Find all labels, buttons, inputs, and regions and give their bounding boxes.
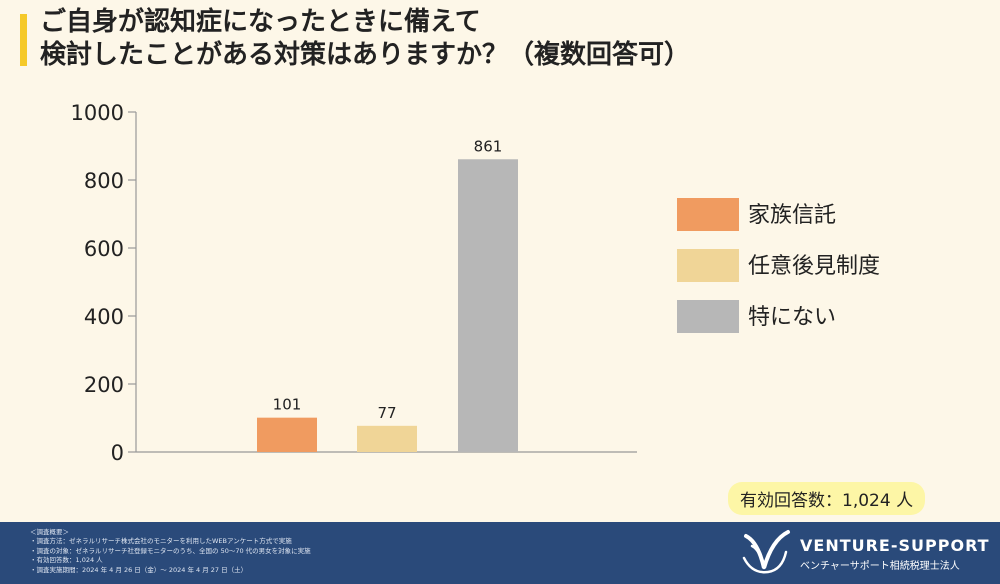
title-accent-bar — [20, 14, 27, 66]
y-tick-label: 200 — [84, 373, 124, 397]
data-label: 77 — [377, 404, 396, 422]
y-axis: 0 200 400 600 800 1000 — [71, 101, 136, 465]
bar — [257, 417, 317, 452]
survey-note-line: ・調査の対象：ゼネラルリサーチ社登録モニターのうち、全国の 50～70 代の男女… — [30, 546, 311, 555]
bar-chart: 0 200 400 600 800 1000 101 77 861 家族信託任意後見制度特にな… — [71, 101, 880, 465]
y-tick-label: 1000 — [71, 101, 124, 125]
survey-note-line: ・調査方法：ゼネラルリサーチ株式会社のモニターを利用したWEBアンケート方式で実… — [30, 537, 292, 546]
vs-logo-icon — [742, 530, 790, 576]
y-tick-label: 400 — [84, 305, 124, 329]
chart-title-line1: ご自身が認知症になったときに備えて — [40, 7, 481, 37]
data-label: 101 — [273, 396, 302, 414]
legend-label: 任意後見制度 — [748, 254, 880, 279]
bars: 101 77 861 — [257, 137, 518, 452]
survey-note-line: ＜調査概要＞ — [30, 528, 69, 536]
survey-note-line: ・調査実施期間：2024 年 4 月 26 日（金）～ 2024 年 4 月 2… — [30, 565, 248, 574]
y-tick-label: 600 — [84, 237, 124, 261]
legend-swatch — [677, 300, 739, 333]
survey-note-line: ・有効回答数：1,024 人 — [30, 556, 103, 565]
chart-title: ご自身が認知症になったときに備えて 検討したことがある対策はありますか？（複数回… — [40, 6, 690, 72]
respondent-count: 有効回答数：1,024 人 — [728, 482, 926, 515]
survey-notes: ＜調査概要＞ ・調査方法：ゼネラルリサーチ株式会社のモニターを利用したWEBアンケ… — [30, 528, 311, 575]
brand-name: VENTURE-SUPPORT — [800, 536, 990, 555]
chart-title-line2: 検討したことがある対策はありますか？（複数回答可） — [40, 40, 691, 70]
brand-subtitle: ベンチャーサポート相続税理士法人 — [800, 561, 960, 572]
legend-label: 特にない — [748, 305, 836, 330]
legend-swatch — [677, 198, 739, 231]
bar — [357, 425, 417, 452]
bar — [458, 159, 518, 452]
y-tick-label: 0 — [111, 441, 124, 465]
footer: ＜調査概要＞ ・調査方法：ゼネラルリサーチ株式会社のモニターを利用したWEBアンケ… — [0, 522, 1000, 584]
y-tick-label: 800 — [84, 169, 124, 193]
data-label: 861 — [474, 137, 503, 155]
legend-swatch — [677, 249, 739, 282]
legend-label: 家族信託 — [748, 203, 836, 228]
